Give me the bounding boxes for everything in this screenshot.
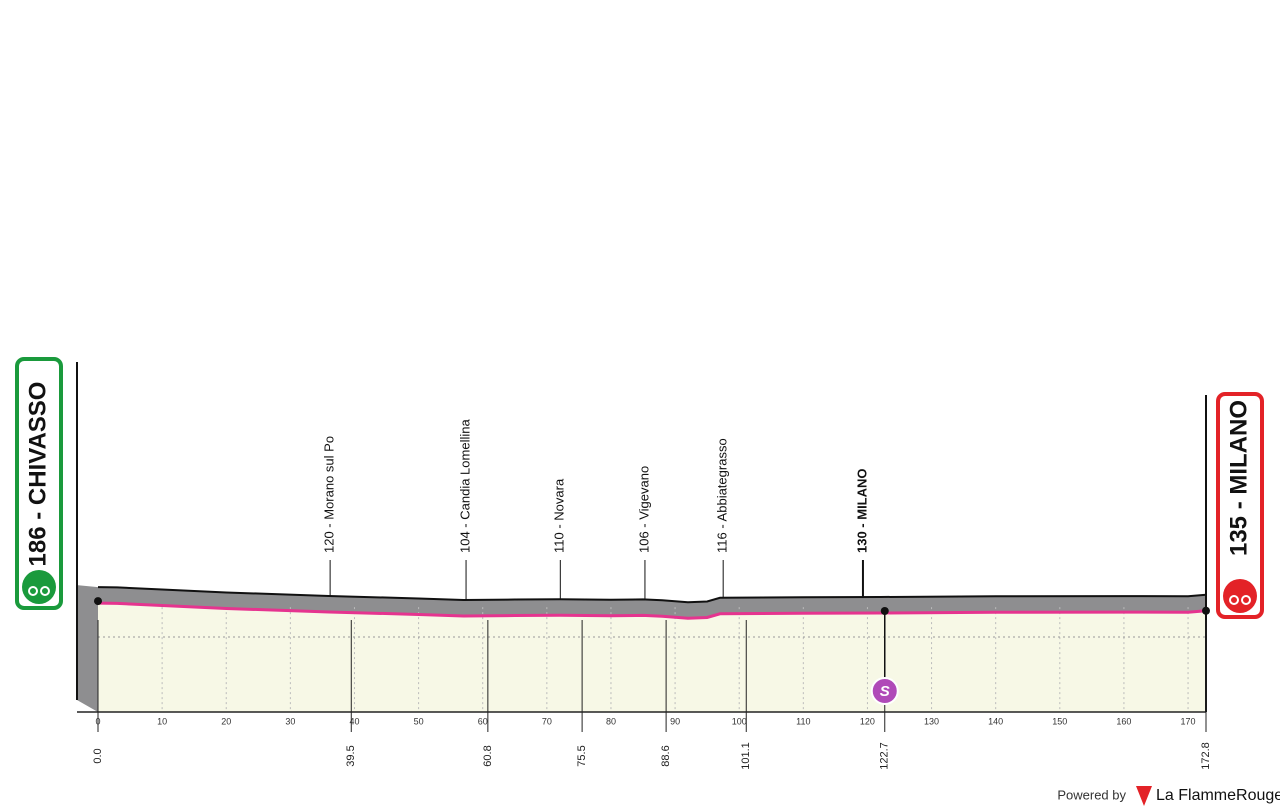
finish-icon — [1241, 595, 1251, 605]
start-label: 186 - CHIVASSO — [24, 382, 51, 567]
finish-icon — [1223, 579, 1257, 613]
distance-label: 122.7 — [879, 742, 891, 770]
x-tick-label: 130 — [924, 716, 939, 726]
x-tick-label: 100 — [732, 716, 747, 726]
footer-brand: La FlammeRouge — [1156, 787, 1280, 804]
finish-point — [1202, 606, 1210, 615]
x-tick-label: 60 — [478, 716, 488, 726]
waypoint-label: 104 - Candia Lomellina — [457, 419, 472, 553]
waypoint-label: 130 - MILANO — [854, 468, 869, 553]
profile-band — [98, 587, 1206, 619]
finish-icon — [1229, 595, 1239, 605]
waypoint-label: 106 - Vigevano — [636, 466, 651, 553]
sprint-badge — [870, 677, 899, 705]
x-tick-label: 150 — [1052, 716, 1067, 726]
road-area — [98, 603, 1206, 712]
footer-logo — [1136, 786, 1152, 806]
profile-wall — [77, 585, 98, 712]
distance-label: 75.5 — [576, 745, 588, 766]
x-tick-label: 10 — [157, 716, 167, 726]
waypoint-label: 116 - Abbiategrasso — [715, 438, 730, 553]
start-icon — [22, 570, 56, 604]
distance-label: 88.6 — [660, 745, 672, 766]
distance-label: 60.8 — [482, 745, 494, 766]
distance-label: 172.8 — [1200, 742, 1212, 770]
x-tick-label: 110 — [796, 716, 810, 726]
footer-powered: Powered by — [1057, 787, 1126, 802]
start-icon — [40, 586, 50, 596]
x-tick-label: 70 — [542, 716, 552, 726]
x-tick-label: 90 — [670, 716, 680, 726]
finish-label: 135 - MILANO — [1225, 400, 1252, 556]
elevation-line — [97, 586, 1207, 604]
finish-box — [1216, 392, 1264, 619]
x-tick-label: 80 — [606, 716, 616, 726]
start-box — [15, 357, 63, 610]
route-line — [97, 601, 1207, 620]
x-tick-label: 170 — [1181, 716, 1196, 726]
x-tick-label: 160 — [1116, 716, 1131, 726]
start-point — [94, 597, 102, 606]
x-tick-label: 40 — [349, 716, 359, 726]
distance-label: 101.1 — [740, 742, 752, 770]
x-tick-label: 140 — [988, 716, 1003, 726]
distance-label: 0.0 — [92, 748, 104, 763]
x-tick-label: 20 — [221, 716, 231, 726]
sprint-label: S — [880, 683, 890, 700]
waypoint-label: 120 - Morano sul Po — [322, 436, 337, 553]
waypoint-label: 110 - Novara — [552, 478, 567, 553]
distance-label: 39.5 — [345, 745, 357, 766]
x-tick-label: 50 — [414, 716, 424, 726]
sprint-point — [880, 607, 889, 615]
x-tick-label: 120 — [860, 716, 875, 726]
start-icon — [28, 586, 38, 596]
x-tick-label: 30 — [285, 716, 295, 726]
